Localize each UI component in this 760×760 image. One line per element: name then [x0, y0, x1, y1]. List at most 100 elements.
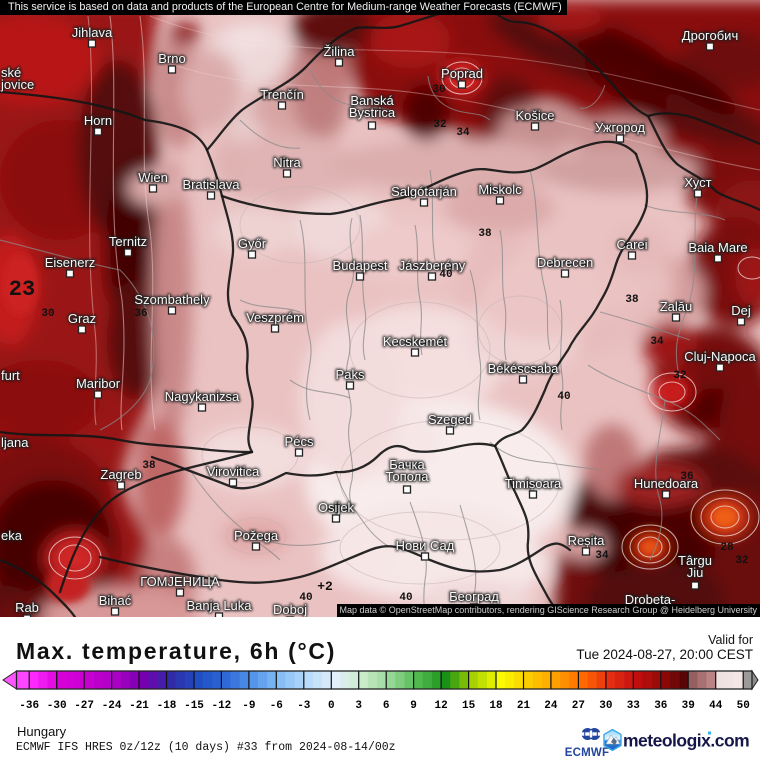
- svg-text:Bihać: Bihać: [99, 593, 132, 608]
- svg-text:36: 36: [680, 471, 693, 483]
- svg-text:Jászberény: Jászberény: [399, 258, 466, 273]
- svg-text:Jászberény: Jászberény: [399, 258, 466, 273]
- svg-text:Kecskemét: Kecskemét: [383, 334, 448, 349]
- svg-text:Paks: Paks: [336, 367, 365, 382]
- svg-text:40: 40: [299, 592, 312, 604]
- svg-text:Nagykanizsa: Nagykanizsa: [165, 389, 240, 404]
- svg-text:Бачка: Бачка: [389, 457, 425, 472]
- svg-text:Banja Luka: Banja Luka: [186, 598, 252, 613]
- svg-text:Salgótarján: Salgótarján: [391, 184, 457, 199]
- svg-text:0: 0: [328, 700, 335, 712]
- svg-text:Bihać: Bihać: [99, 593, 132, 608]
- svg-text:Graz: Graz: [68, 311, 96, 326]
- svg-text:-3: -3: [297, 700, 311, 712]
- svg-text:Београд: Београд: [449, 589, 499, 604]
- svg-text:Jihlava: Jihlava: [72, 25, 113, 40]
- svg-text:Bystrica: Bystrica: [349, 105, 396, 120]
- svg-text:3: 3: [355, 700, 362, 712]
- svg-text:34: 34: [595, 550, 609, 562]
- svg-text:Hunedoara: Hunedoara: [634, 476, 699, 491]
- svg-text:Jiu: Jiu: [687, 565, 704, 580]
- svg-text:Veszprém: Veszprém: [246, 310, 304, 325]
- svg-text:6: 6: [383, 700, 390, 712]
- svg-text:Ужгород: Ужгород: [595, 120, 645, 135]
- svg-text:38: 38: [625, 294, 639, 306]
- svg-text:-36: -36: [19, 700, 39, 712]
- svg-text:Maribor: Maribor: [76, 376, 121, 391]
- svg-text:Eisenerz: Eisenerz: [45, 255, 96, 270]
- svg-text:39: 39: [682, 700, 695, 712]
- svg-text:18: 18: [489, 700, 503, 712]
- svg-text:jovice: jovice: [0, 77, 34, 92]
- svg-text:Хуст: Хуст: [684, 175, 711, 190]
- svg-text:Brno: Brno: [158, 51, 185, 66]
- svg-text:Бачка: Бачка: [389, 457, 425, 472]
- svg-text:-27: -27: [74, 700, 94, 712]
- svg-text:30: 30: [599, 700, 612, 712]
- svg-text:Békéscsaba: Békéscsaba: [488, 361, 560, 376]
- svg-text:Reșita: Reșita: [568, 533, 606, 548]
- svg-text:Virovitica: Virovitica: [207, 464, 260, 479]
- svg-text:Timișoara: Timișoara: [505, 476, 562, 491]
- svg-text:Dej: Dej: [731, 303, 751, 318]
- svg-text:Дрогобич: Дрогобич: [682, 28, 738, 43]
- svg-text:Cluj-Napoca: Cluj-Napoca: [684, 349, 756, 364]
- svg-text:Ternitz: Ternitz: [109, 234, 147, 249]
- svg-text:44: 44: [709, 700, 723, 712]
- svg-text:Baia Mare: Baia Mare: [688, 240, 747, 255]
- svg-text:Miskolc: Miskolc: [478, 182, 522, 197]
- svg-text:Târgu: Târgu: [678, 553, 712, 568]
- svg-text:Хуст: Хуст: [684, 175, 711, 190]
- svg-text:21: 21: [517, 700, 531, 712]
- svg-text:Győr: Győr: [238, 236, 267, 251]
- svg-text:Drobeta-: Drobeta-: [625, 592, 676, 607]
- svg-text:34: 34: [456, 127, 470, 139]
- svg-text:Banská: Banská: [350, 93, 394, 108]
- svg-text:38: 38: [478, 228, 492, 240]
- svg-text:Hunedoara: Hunedoara: [634, 476, 699, 491]
- svg-text:jovice: jovice: [0, 77, 34, 92]
- svg-text:30: 30: [432, 84, 445, 96]
- svg-text:Požega: Požega: [234, 528, 279, 543]
- svg-text:-12: -12: [211, 700, 231, 712]
- svg-text:-9: -9: [242, 700, 255, 712]
- svg-text:Београд: Београд: [449, 589, 499, 604]
- svg-text:Jihlava: Jihlava: [72, 25, 113, 40]
- svg-text:Carei: Carei: [616, 237, 647, 252]
- svg-text:33: 33: [627, 700, 641, 712]
- svg-text:36: 36: [654, 700, 667, 712]
- svg-text:Doboj: Doboj: [273, 602, 307, 617]
- svg-text:-30: -30: [47, 700, 67, 712]
- svg-text:Žilina: Žilina: [323, 44, 355, 59]
- svg-text:Salgótarján: Salgótarján: [391, 184, 457, 199]
- svg-text:Požega: Požega: [234, 528, 279, 543]
- svg-text:Zagreb: Zagreb: [100, 467, 141, 482]
- svg-text:Veszprém: Veszprém: [246, 310, 304, 325]
- svg-text:Poprad: Poprad: [441, 66, 483, 81]
- svg-text:Cluj-Napoca: Cluj-Napoca: [684, 349, 756, 364]
- svg-text:Nagykanizsa: Nagykanizsa: [165, 389, 240, 404]
- svg-text:Târgu: Târgu: [678, 553, 712, 568]
- svg-text:Bystrica: Bystrica: [349, 105, 396, 120]
- svg-text:Zalău: Zalău: [660, 299, 693, 314]
- svg-text:ské: ské: [1, 65, 21, 80]
- svg-text:Pécs: Pécs: [285, 434, 314, 449]
- svg-text:Trenčín: Trenčín: [260, 87, 304, 102]
- svg-text:-6: -6: [270, 700, 283, 712]
- svg-text:Budapest: Budapest: [333, 258, 388, 273]
- svg-text:Graz: Graz: [68, 311, 96, 326]
- svg-text:Drobeta-: Drobeta-: [625, 592, 676, 607]
- svg-text:ljana: ljana: [1, 435, 29, 450]
- svg-text:Pécs: Pécs: [285, 434, 314, 449]
- svg-text:Horn: Horn: [84, 113, 112, 128]
- svg-text:Jiu: Jiu: [687, 565, 704, 580]
- svg-text:Nitra: Nitra: [273, 155, 301, 170]
- svg-text:Ужгород: Ужгород: [595, 120, 645, 135]
- svg-text:Нови Сад: Нови Сад: [396, 538, 455, 553]
- svg-text:40: 40: [439, 269, 452, 281]
- svg-text:Košice: Košice: [515, 108, 554, 123]
- svg-text:ljana: ljana: [1, 435, 29, 450]
- svg-text:28: 28: [720, 542, 734, 554]
- svg-text:Baia Mare: Baia Mare: [688, 240, 747, 255]
- svg-text:Debrecen: Debrecen: [537, 255, 593, 270]
